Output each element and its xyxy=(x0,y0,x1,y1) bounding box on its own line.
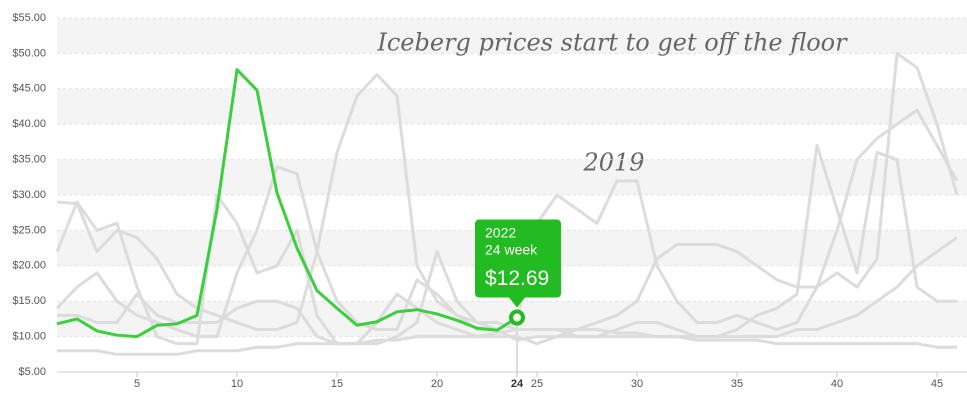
series-line xyxy=(57,328,957,356)
series-line xyxy=(57,143,957,346)
y-tick-label: $55.00 xyxy=(12,12,46,24)
highlight-label: 24 xyxy=(511,378,524,390)
y-tick-label: $15.00 xyxy=(12,295,46,307)
x-tick-label: 10 xyxy=(231,378,243,390)
x-tick-label: 30 xyxy=(631,378,643,390)
y-tick-label: $10.00 xyxy=(12,331,46,343)
y-tick-label: $5.00 xyxy=(18,366,46,378)
highlight-point xyxy=(509,309,525,326)
tooltip-box xyxy=(475,219,561,298)
y-tick-label: $35.00 xyxy=(12,154,46,166)
annotation: 2019 xyxy=(582,149,644,177)
x-tick-label: 20 xyxy=(431,378,443,390)
y-tick-label: $20.00 xyxy=(12,260,46,272)
band xyxy=(57,18,967,54)
tooltip-arrow xyxy=(509,297,525,308)
y-tick-label: $45.00 xyxy=(12,83,46,95)
x-tick-label: 45 xyxy=(931,378,943,390)
series-line xyxy=(56,68,518,339)
tooltip-text: 24 week xyxy=(485,241,538,257)
x-tick-label: 40 xyxy=(831,378,843,390)
y-tick-label: $40.00 xyxy=(12,118,46,130)
x-tick-label: 15 xyxy=(331,378,343,390)
y-tick-label: $30.00 xyxy=(12,189,46,201)
annotation: Iceberg prices start to get off the floo… xyxy=(376,29,848,57)
x-tick-label: 25 xyxy=(531,378,543,390)
series-line xyxy=(55,51,959,342)
y-tick-label: $25.00 xyxy=(12,224,46,236)
tooltip-value: $12.69 xyxy=(485,267,549,290)
x-tick-label: 5 xyxy=(134,378,140,390)
band xyxy=(57,88,967,125)
x-tick-label: 35 xyxy=(731,378,743,390)
tooltip-text: 2022 xyxy=(485,224,516,240)
y-tick-label: $50.00 xyxy=(12,47,46,59)
